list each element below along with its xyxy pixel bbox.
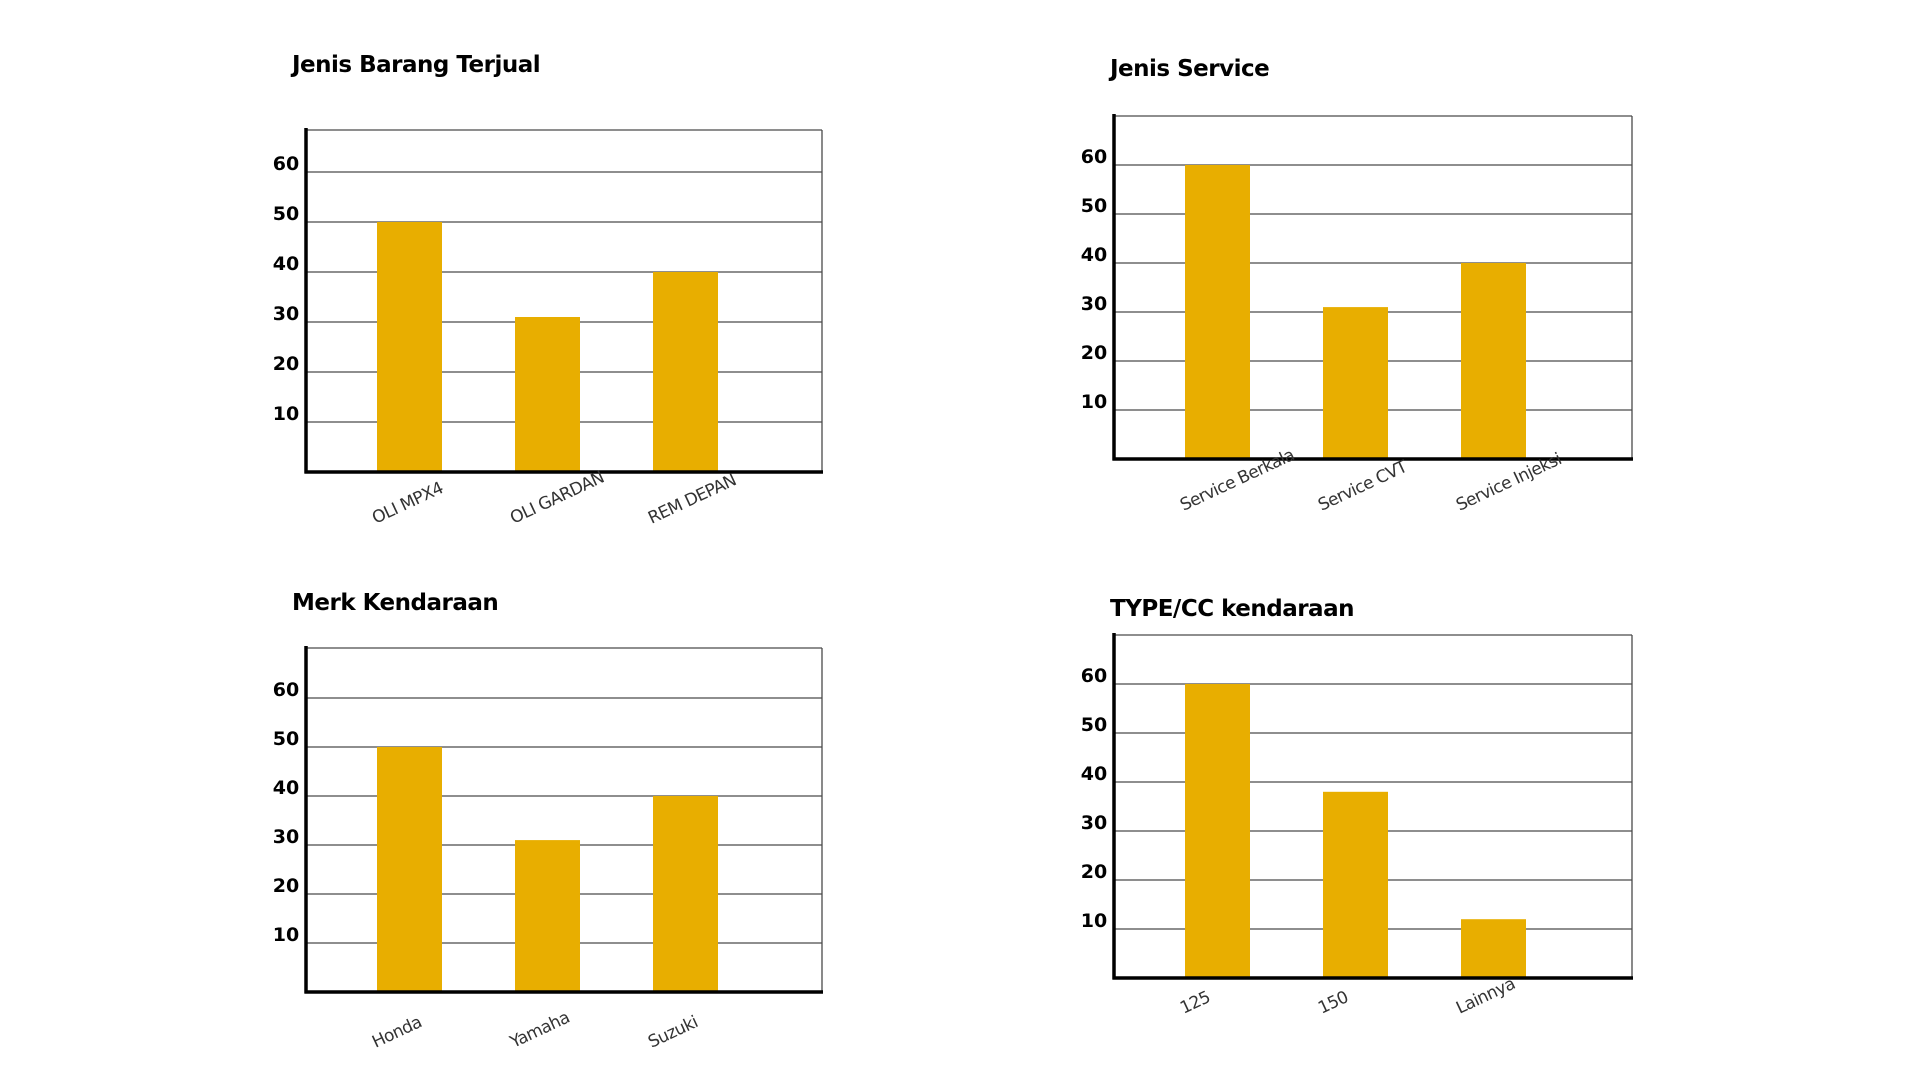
y-tick-label: 30: [273, 303, 299, 325]
chart-panel-4: TYPE/CC kendaraan 10 20 30 40 50 60 125 150 Lainn…: [1081, 596, 1633, 1019]
y-tick-label: 10: [273, 924, 299, 946]
chart-panel-3: Merk Kendaraan 10 20 30 40 50 60 Honda Yamaha Suz…: [273, 590, 823, 1053]
bar: [377, 747, 442, 992]
bar: [515, 317, 580, 472]
chart-panel-1: Jenis Barang Terjual 10 20 30 40 50 60 OLI MPX4…: [273, 52, 823, 529]
y-tick-label: 60: [1081, 146, 1107, 168]
bar: [1185, 165, 1250, 459]
chart-title: Jenis Barang Terjual: [290, 52, 540, 78]
bar: [1461, 263, 1526, 459]
y-tick-label: 30: [273, 826, 299, 848]
bar: [1185, 684, 1250, 978]
y-tick-label: 30: [1081, 293, 1107, 315]
bar: [377, 222, 442, 472]
x-category-label: REM DEPAN: [645, 470, 739, 528]
y-tick-label: 10: [1081, 391, 1107, 413]
bar: [515, 840, 580, 992]
x-category-label: Honda: [369, 1012, 425, 1052]
y-tick-label: 60: [273, 679, 299, 701]
y-tick-label: 30: [1081, 812, 1107, 834]
x-category-label: OLI MPX4: [369, 478, 446, 528]
y-tick-label: 60: [273, 153, 299, 175]
y-tick-label: 50: [273, 728, 299, 750]
bar: [1461, 919, 1526, 978]
bar: [1323, 307, 1388, 459]
bar: [1323, 791, 1388, 978]
y-tick-label: 60: [1081, 665, 1107, 687]
chart-title: Merk Kendaraan: [292, 590, 498, 616]
y-tick-label: 50: [273, 203, 299, 225]
y-tick-label: 20: [273, 875, 299, 897]
x-category-label: 150: [1315, 987, 1351, 1018]
y-tick-label: 40: [273, 777, 299, 799]
chart-title: TYPE/CC kendaraan: [1110, 596, 1354, 622]
y-tick-label: 40: [1081, 763, 1107, 785]
x-category-label: Service CVT: [1315, 457, 1411, 516]
y-tick-label: 40: [1081, 244, 1107, 266]
x-category-label: 125: [1177, 987, 1213, 1018]
y-tick-label: 50: [1081, 714, 1107, 736]
bar: [653, 272, 718, 472]
y-tick-label: 40: [273, 253, 299, 275]
x-category-label: OLI GARDAN: [507, 468, 607, 529]
y-tick-label: 10: [273, 403, 299, 425]
x-category-label: Suzuki: [645, 1012, 701, 1052]
y-tick-label: 20: [1081, 342, 1107, 364]
y-tick-label: 20: [273, 353, 299, 375]
x-category-label: Lainnya: [1453, 974, 1518, 1019]
y-tick-label: 20: [1081, 861, 1107, 883]
chart-title: Jenis Service: [1108, 56, 1269, 82]
y-tick-label: 50: [1081, 195, 1107, 217]
x-category-label: Yamaha: [506, 1008, 572, 1053]
bar: [653, 796, 718, 992]
y-tick-label: 10: [1081, 910, 1107, 932]
